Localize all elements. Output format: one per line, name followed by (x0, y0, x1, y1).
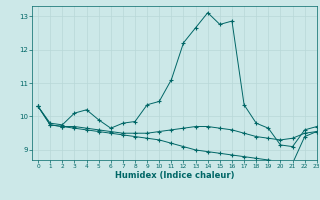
X-axis label: Humidex (Indice chaleur): Humidex (Indice chaleur) (115, 171, 234, 180)
